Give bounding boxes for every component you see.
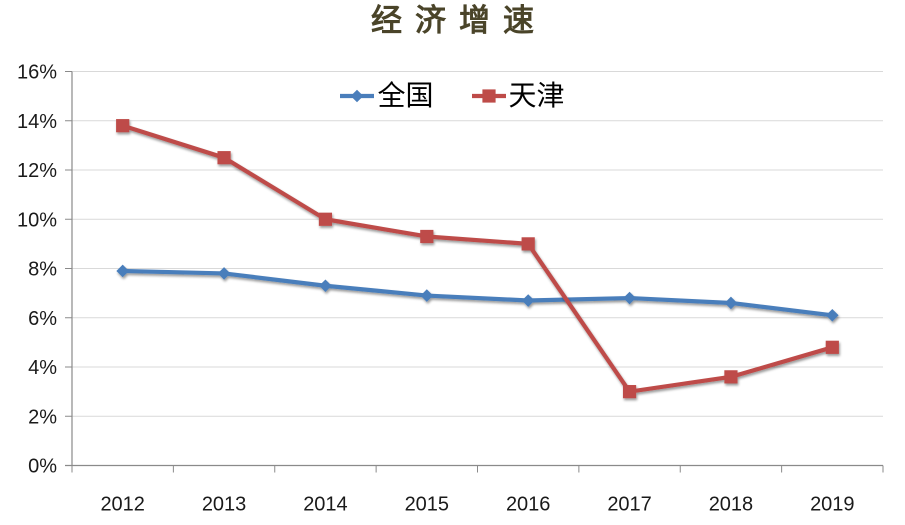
x-category-label: 2014: [303, 494, 348, 516]
y-tick-label: 2%: [28, 406, 57, 428]
data-point: [826, 308, 839, 322]
data-point: [622, 385, 637, 399]
x-category-label: 2018: [709, 494, 754, 516]
legend-item-0[interactable]: 全国: [340, 79, 434, 112]
y-tick-label: 10%: [17, 209, 57, 231]
legend-label: 天津: [508, 79, 565, 112]
series-1: [116, 119, 839, 399]
y-tick-label: 12%: [17, 160, 57, 182]
data-point: [623, 291, 636, 305]
series-line-0: [120, 268, 835, 318]
legend-item-1[interactable]: 天津: [471, 79, 565, 112]
data-point: [116, 119, 130, 133]
y-tick-label: 6%: [28, 308, 57, 330]
legend-label: 全国: [377, 79, 434, 112]
x-category-label: 2015: [405, 494, 450, 516]
x-category-label: 2016: [506, 494, 551, 516]
data-point: [724, 370, 738, 384]
y-tick-label: 14%: [17, 111, 57, 133]
series-line-1: [120, 123, 835, 394]
chart-title: 经济增速: [371, 3, 547, 39]
data-point: [319, 279, 332, 293]
data-point: [825, 340, 839, 354]
data-point: [724, 296, 738, 310]
data-point: [420, 289, 434, 302]
data-point: [521, 237, 535, 251]
y-tick-label: 16%: [17, 62, 57, 84]
chart-legend: 全国 天津: [0, 82, 905, 110]
diamond-legend-marker-icon: [340, 89, 375, 103]
x-category-label: 2019: [810, 494, 855, 516]
data-point: [420, 229, 434, 244]
x-category-label: 2012: [100, 494, 145, 516]
data-point: [521, 294, 535, 307]
x-category-label: 2013: [202, 494, 247, 516]
data-point: [217, 151, 231, 165]
x-category-label: 2017: [607, 494, 652, 516]
series-0: [116, 264, 839, 322]
square-legend-marker-icon: [471, 89, 506, 103]
data-point: [318, 212, 333, 226]
data-point: [116, 264, 129, 278]
y-tick-label: 0%: [28, 456, 57, 478]
y-tick-label: 8%: [28, 259, 57, 281]
y-tick-label: 4%: [28, 357, 57, 379]
data-point: [217, 267, 231, 280]
